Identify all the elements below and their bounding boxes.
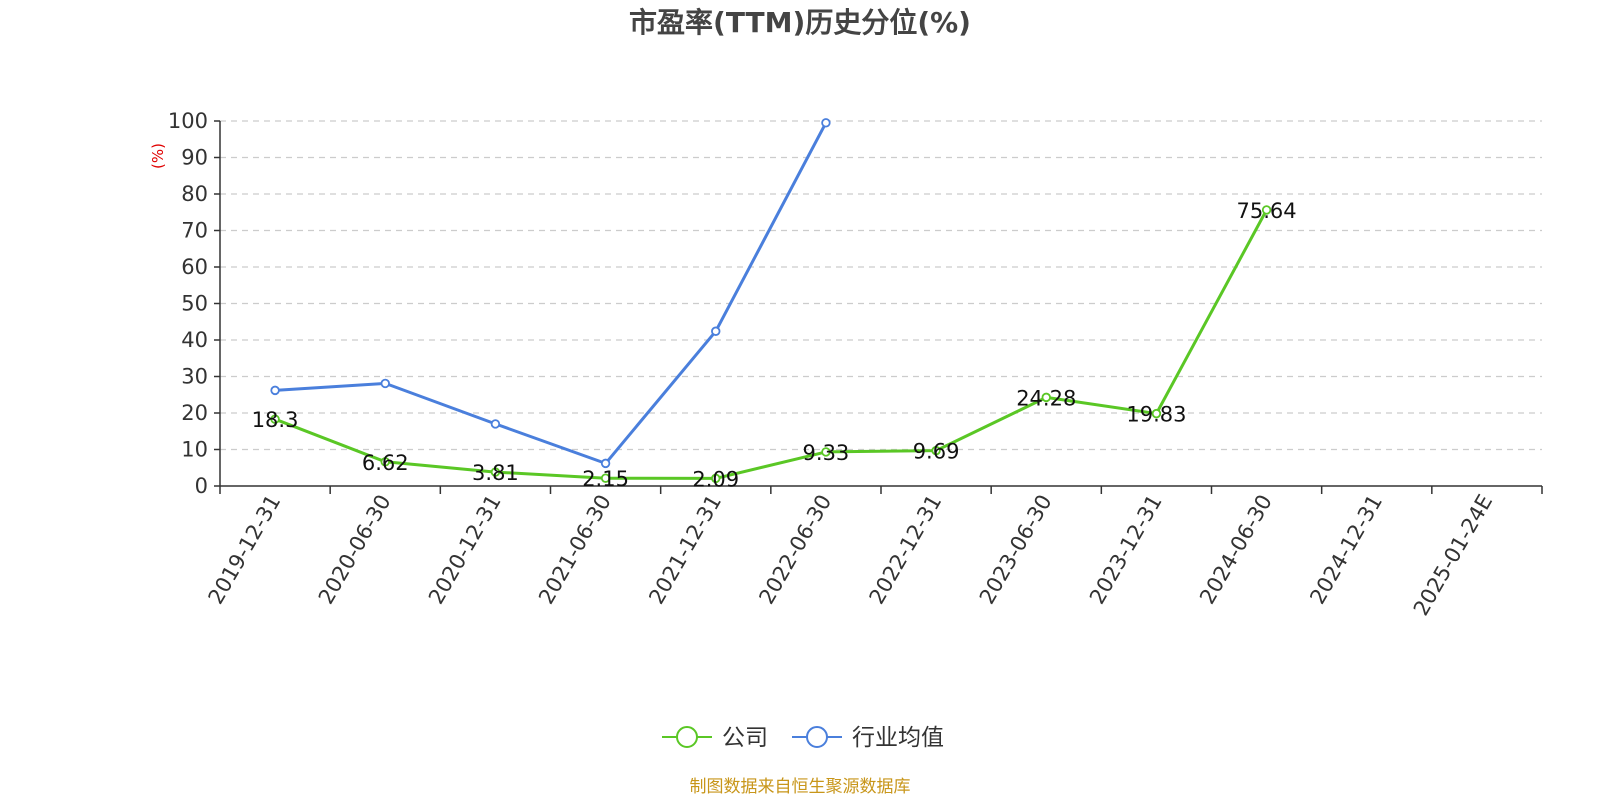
y-tick-label-80: 80 bbox=[181, 182, 208, 206]
legend-label-0: 公司 bbox=[722, 725, 768, 751]
y-tick-label-0: 0 bbox=[195, 474, 208, 498]
axes: 0 10 20 30 40 50 60 70 80 90 100 2019-12-31 2020-06-… bbox=[168, 109, 1543, 620]
grid bbox=[220, 120, 1542, 451]
x-tick-label-2021-06-30: 2021-06-30 bbox=[534, 491, 616, 609]
legend-marker-1 bbox=[806, 726, 828, 748]
y-tick-label-30: 30 bbox=[181, 365, 208, 389]
data-label-1: 6.62 bbox=[362, 451, 409, 475]
series-0-point-0 bbox=[270, 414, 280, 424]
series-1-point-5 bbox=[821, 118, 831, 128]
y-tick-label-100: 100 bbox=[168, 109, 208, 133]
series-0-point-2 bbox=[490, 467, 501, 477]
x-tick-label-2020-12-31: 2020-12-31 bbox=[424, 490, 506, 608]
x-tick-label-2019-12-31: 2019-12-31 bbox=[204, 491, 286, 609]
data-source-note: 制图数据来自恒生聚源数据库 bbox=[690, 777, 911, 797]
x-tick-label-2023-06-30: 2023-06-30 bbox=[975, 491, 1057, 609]
data-label-6: 9.69 bbox=[913, 440, 960, 464]
series-line-0 bbox=[274, 209, 1268, 480]
y-tick-label-70: 70 bbox=[181, 219, 208, 243]
series-0-point-4 bbox=[711, 473, 721, 484]
legend-item-industry-average[interactable]: 行业均值 bbox=[792, 725, 944, 751]
y-tick-label-10: 10 bbox=[181, 438, 208, 462]
data-label-9: 75.64 bbox=[1237, 199, 1297, 223]
legend-label-1: 行业均值 bbox=[852, 725, 944, 751]
series-0-point-1 bbox=[380, 457, 390, 467]
series-0-point-7 bbox=[1041, 392, 1051, 403]
legend[interactable]: 公司 行业均值 bbox=[662, 725, 944, 751]
series-1-point-1 bbox=[380, 378, 390, 389]
series-0-point-8 bbox=[1151, 408, 1162, 419]
series bbox=[270, 118, 1272, 484]
data-label-4: 2.09 bbox=[692, 467, 739, 491]
series-0-point-3 bbox=[600, 473, 611, 483]
series-0-point-9 bbox=[1261, 205, 1272, 215]
legend-item-company[interactable]: 公司 bbox=[662, 725, 768, 751]
y-tick-label-20: 20 bbox=[181, 401, 208, 425]
data-label-3: 2.15 bbox=[582, 467, 629, 491]
y-tick-label-50: 50 bbox=[181, 292, 208, 316]
x-tick-label-2024-06-30: 2024-06-30 bbox=[1195, 491, 1277, 609]
data-label-2: 3.81 bbox=[472, 461, 519, 485]
data-labels: 18.3 6.62 3.81 2.15 2.09 9.33 9.69 24.28 19.83 75… bbox=[252, 199, 1297, 491]
data-label-8: 19.83 bbox=[1126, 403, 1186, 427]
series-1-point-2 bbox=[490, 419, 501, 429]
x-tick-label-2021-12-31: 2021-12-31 bbox=[644, 491, 726, 609]
x-tick-label-2025-01-24E: 2025-01-24E bbox=[1409, 491, 1497, 620]
y-tick-label-40: 40 bbox=[181, 328, 208, 352]
series-0-point-5 bbox=[821, 447, 831, 457]
series-1-point-4 bbox=[711, 326, 721, 336]
legend-marker-0 bbox=[676, 726, 698, 748]
y-tick-label-90: 90 bbox=[181, 146, 208, 170]
series-0-point-6 bbox=[931, 445, 941, 456]
data-label-7: 24.28 bbox=[1016, 386, 1076, 410]
y-axis-label: (%) bbox=[149, 143, 167, 169]
data-label-0: 18.3 bbox=[252, 408, 299, 432]
series-1-point-0 bbox=[270, 385, 280, 396]
x-tick-label-2023-12-31: 2023-12-31 bbox=[1085, 491, 1167, 609]
x-tick-label-2020-06-30: 2020-06-30 bbox=[314, 491, 396, 609]
series-line-1 bbox=[275, 122, 828, 465]
x-tick-label-2022-06-30: 2022-06-30 bbox=[754, 491, 836, 609]
series-1-point-3 bbox=[600, 458, 611, 469]
y-tick-label-60: 60 bbox=[181, 255, 208, 279]
x-tick-label-2024-12-31: 2024-12-31 bbox=[1305, 491, 1387, 609]
chart-title: 市盈率(TTM)历史分位(%) bbox=[629, 6, 971, 39]
data-label-5: 9.33 bbox=[803, 441, 850, 465]
x-tick-label-2022-12-31: 2022-12-31 bbox=[865, 490, 947, 608]
